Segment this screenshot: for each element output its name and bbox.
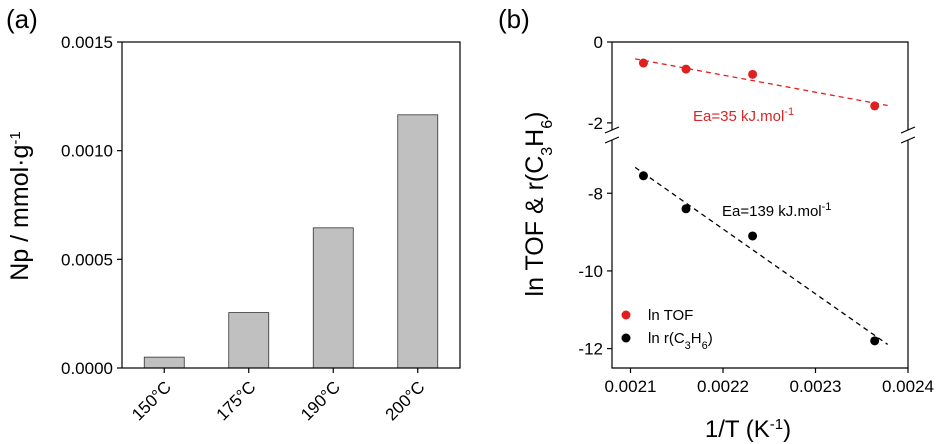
panel-b: (b) ln TOF & r(C3H6) 1/T (K-1) 0 -2 -8 -10 -… (498, 4, 934, 443)
panel-b-fit-lines (634, 58, 889, 345)
panel-b-frame-bottom (611, 140, 909, 369)
bar-2 (312, 227, 354, 369)
y-tick-label-1: 0.0005 (61, 250, 113, 269)
x-tick-label-1: 175°C (213, 377, 260, 424)
point-s0-2 (748, 69, 758, 79)
panel-a: (a) Np / mmol·g-1 0.00000.00050.00100.00… (6, 4, 461, 424)
panel-a-bars (143, 114, 439, 369)
b-y-tick-label-0: 0 (594, 33, 603, 52)
b-y-tick-label-3: -10 (578, 262, 603, 281)
panel-a-y-axis-label: Np / mmol·g-1 (6, 131, 34, 280)
b-x-tick-label-3: 0.0024 (882, 377, 934, 396)
legend-label-ln-tof: ln TOF (648, 307, 693, 324)
x-tick-label-0: 150°C (128, 377, 175, 424)
panel-b-frame-top (611, 41, 909, 130)
legend-marker-ln-r (621, 333, 631, 343)
b-x-tick-label-0: 0.0021 (605, 377, 657, 396)
axis-break-left (604, 126, 620, 144)
fit-line-0 (635, 58, 888, 107)
x-tick-label-3: 200°C (382, 377, 429, 424)
point-s1-3 (870, 336, 880, 346)
panel-b-x-axis-label: 1/T (K-1) (705, 416, 791, 444)
fit-line-1 (634, 166, 889, 345)
b-y-tick-label-1: -2 (588, 114, 603, 133)
panel-b-y-axis-label: ln TOF & r(C3H6) (521, 112, 556, 297)
panel-a-y-label-main: Np / mmol·g (6, 145, 34, 281)
panel-a-y-label-sup: -1 (7, 131, 24, 144)
b-y-tick-label-2: -8 (588, 184, 603, 203)
bar-0 (143, 356, 185, 369)
y-tick-label-3: 0.0015 (61, 33, 113, 52)
point-s1-0 (638, 171, 648, 181)
panel-a-y-ticks: 0.0000 0.0005 0.0010 0.0015 (61, 33, 122, 378)
annotation-ln-tof: Ea=35 kJ.mol-1 (693, 106, 794, 125)
annotation-ln-r: Ea=139 kJ.mol-1 (722, 201, 831, 220)
legend: ln TOF ln r(C3H6) (621, 307, 713, 352)
panel-b-label: (b) (498, 4, 530, 34)
axis-break-right (900, 126, 916, 144)
y-tick-label-0: 0.0000 (61, 359, 113, 378)
point-s0-0 (638, 58, 648, 68)
bar-1 (228, 312, 270, 369)
point-s0-1 (681, 64, 691, 74)
panel-b-x-ticks: 0.0021 0.0022 0.0023 0.0024 (605, 368, 934, 396)
bar-3 (397, 114, 439, 369)
b-x-tick-label-1: 0.0022 (697, 377, 749, 396)
legend-marker-ln-tof (621, 310, 631, 320)
panel-b-y-ticks: 0 -2 -8 -10 -12 (578, 33, 612, 359)
point-s0-3 (870, 101, 880, 111)
panel-b-points (638, 58, 880, 346)
y-tick-label-2: 0.0010 (61, 142, 113, 161)
x-tick-label-2: 190°C (297, 377, 344, 424)
point-s1-1 (681, 204, 691, 214)
b-x-tick-label-2: 0.0023 (790, 377, 842, 396)
panel-a-frame (121, 41, 461, 369)
b-y-tick-label-4: -12 (578, 340, 603, 359)
panel-a-x-ticks: 150°C 175°C 190°C 200°C (128, 368, 429, 424)
panel-a-label: (a) (6, 4, 38, 34)
point-s1-2 (748, 231, 758, 241)
legend-label-ln-r: ln r(C3H6) (648, 330, 713, 352)
